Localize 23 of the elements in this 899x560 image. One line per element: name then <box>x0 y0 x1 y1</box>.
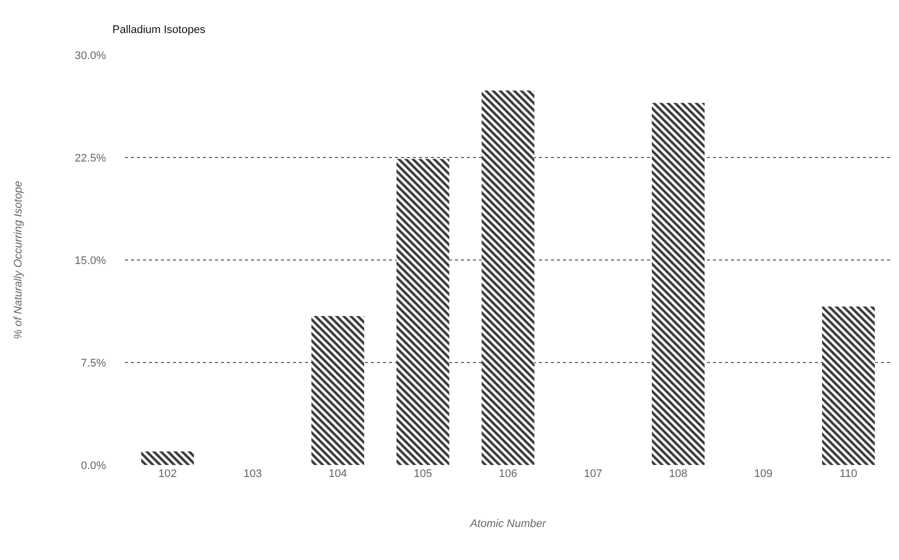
y-tick-label: 15.0% <box>74 254 106 267</box>
x-axis-title: Atomic Number <box>469 518 548 530</box>
bar <box>141 451 194 465</box>
bar <box>396 158 450 465</box>
chart-title: Palladium Isotopes <box>112 24 206 36</box>
x-tick-label: 106 <box>498 468 518 480</box>
bar <box>822 306 875 465</box>
x-tick-label: 102 <box>158 468 177 480</box>
x-tick-label: 105 <box>414 468 432 480</box>
bar <box>311 316 364 465</box>
y-tick-label: 7.5% <box>80 357 106 370</box>
x-tick-label: 104 <box>328 468 347 480</box>
bar <box>482 90 534 465</box>
x-tick-label: 110 <box>840 468 858 480</box>
x-tick-label: 103 <box>243 468 262 480</box>
x-tick-label: 109 <box>754 468 773 480</box>
y-tick-label: 30.0% <box>74 50 106 62</box>
y-axis-title: % of Naturally Occurring Isotope <box>12 180 24 340</box>
y-tick-label: 0.0% <box>80 460 106 472</box>
y-tick-label: 22.5% <box>74 152 106 164</box>
x-tick-label: 107 <box>584 468 602 480</box>
x-tick-label: 108 <box>669 468 688 480</box>
bar <box>652 102 705 465</box>
